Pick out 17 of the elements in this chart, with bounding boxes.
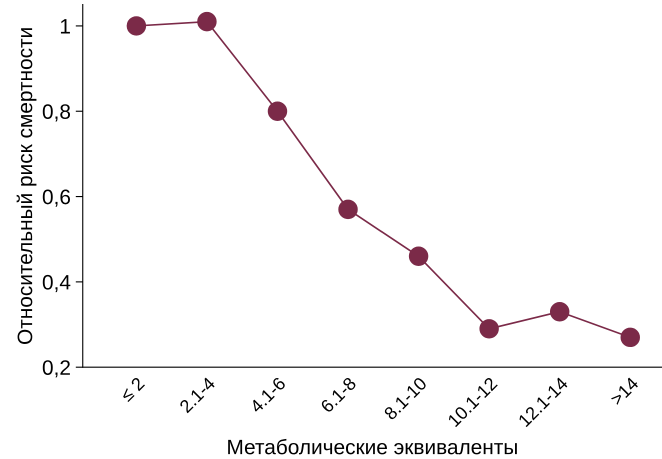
point (550, 302, 570, 322)
point (408, 246, 428, 266)
point (338, 200, 358, 220)
x-axis-title: Метаболические эквиваленты (228, 438, 517, 454)
point (268, 102, 288, 121)
x-tick-label: ≤ 2 (119, 376, 145, 402)
x-tick-label: >14 (610, 376, 640, 406)
y-tick-label: 0,8 (42, 104, 70, 122)
y-tick-label: 1 (60, 19, 70, 34)
y-tick-label: 0,2 (42, 360, 70, 378)
y-tick-label: 0,6 (42, 190, 70, 207)
point (620, 328, 640, 348)
y-tick-label: 0,4 (42, 274, 70, 292)
point (197, 12, 217, 32)
point (479, 319, 499, 339)
y-axis-title: Относительный риск смертности (16, 28, 36, 344)
point (126, 16, 146, 36)
